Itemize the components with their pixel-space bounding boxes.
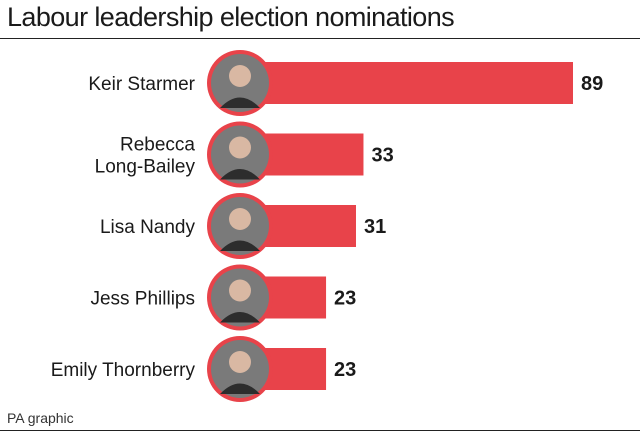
value-label: 23 bbox=[334, 288, 356, 310]
portrait-shoulders bbox=[220, 383, 260, 394]
portrait-face bbox=[229, 136, 251, 159]
category-label: Jess Phillips bbox=[90, 289, 195, 310]
category-label: Keir Starmer bbox=[88, 74, 195, 95]
top-divider bbox=[0, 38, 640, 39]
portrait-face bbox=[229, 65, 251, 87]
value-label: 31 bbox=[364, 216, 386, 238]
portrait-shoulders bbox=[220, 97, 260, 108]
category-label: Lisa Nandy bbox=[100, 217, 196, 238]
bottom-divider bbox=[0, 430, 640, 431]
portrait-face bbox=[229, 351, 251, 373]
portrait-shoulders bbox=[220, 169, 260, 180]
value-label: 89 bbox=[581, 73, 603, 95]
portrait-shoulders bbox=[220, 240, 260, 251]
chart-title: Labour leadership election nominations bbox=[7, 2, 455, 32]
portrait-face bbox=[229, 208, 251, 230]
source-credit: PA graphic bbox=[7, 410, 74, 426]
bar bbox=[240, 62, 573, 104]
value-label: 33 bbox=[371, 145, 393, 167]
value-label: 23 bbox=[334, 359, 356, 381]
portrait-shoulders bbox=[220, 312, 260, 323]
category-label: Long-Bailey bbox=[95, 157, 196, 178]
category-label: Rebecca bbox=[120, 135, 195, 156]
portrait-face bbox=[229, 279, 251, 302]
category-label: Emily Thornberry bbox=[51, 360, 196, 381]
